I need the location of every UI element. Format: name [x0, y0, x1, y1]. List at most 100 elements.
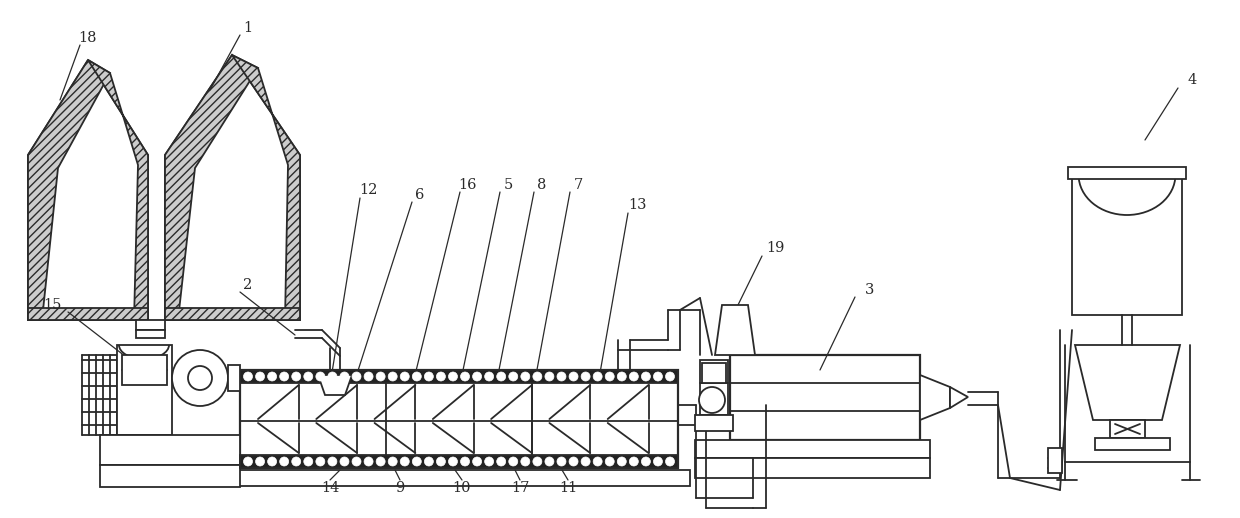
- Circle shape: [485, 457, 494, 466]
- Circle shape: [630, 457, 639, 466]
- Text: 6: 6: [415, 188, 424, 202]
- Circle shape: [291, 457, 301, 466]
- Circle shape: [365, 457, 373, 466]
- Circle shape: [653, 457, 662, 466]
- Circle shape: [699, 387, 725, 413]
- Circle shape: [593, 457, 603, 466]
- Circle shape: [605, 372, 614, 381]
- Circle shape: [365, 372, 373, 381]
- Text: 7: 7: [573, 178, 583, 192]
- Bar: [730, 355, 920, 440]
- Circle shape: [268, 457, 277, 466]
- Bar: [241, 370, 678, 468]
- Bar: [1095, 438, 1171, 450]
- Circle shape: [472, 457, 481, 466]
- Circle shape: [449, 457, 458, 466]
- Circle shape: [593, 372, 603, 381]
- Circle shape: [172, 350, 228, 406]
- Text: 9: 9: [396, 481, 404, 495]
- Text: 18: 18: [79, 31, 97, 45]
- Circle shape: [352, 372, 361, 381]
- Bar: [1068, 167, 1185, 179]
- Circle shape: [533, 372, 542, 381]
- Circle shape: [497, 457, 506, 466]
- Text: 10: 10: [453, 481, 471, 495]
- Circle shape: [582, 457, 590, 466]
- Polygon shape: [179, 68, 285, 308]
- Circle shape: [582, 372, 590, 381]
- Circle shape: [641, 372, 651, 381]
- Polygon shape: [232, 55, 300, 320]
- Circle shape: [641, 457, 651, 466]
- Circle shape: [460, 457, 470, 466]
- Circle shape: [618, 372, 626, 381]
- Circle shape: [255, 372, 264, 381]
- Text: 8: 8: [537, 178, 547, 192]
- Circle shape: [508, 457, 518, 466]
- Bar: [1048, 448, 1061, 473]
- Polygon shape: [88, 60, 148, 320]
- Bar: [136, 330, 165, 338]
- Circle shape: [449, 372, 458, 381]
- Circle shape: [243, 457, 253, 466]
- Bar: [1073, 175, 1182, 315]
- Bar: [122, 355, 167, 385]
- Circle shape: [666, 372, 675, 381]
- Bar: [228, 365, 241, 391]
- Circle shape: [243, 372, 253, 381]
- Text: 2: 2: [243, 278, 253, 292]
- Circle shape: [316, 372, 325, 381]
- Circle shape: [401, 372, 409, 381]
- Bar: [241, 370, 678, 383]
- Text: 16: 16: [459, 178, 477, 192]
- Circle shape: [352, 457, 361, 466]
- Circle shape: [521, 457, 529, 466]
- Circle shape: [436, 372, 445, 381]
- Circle shape: [544, 457, 554, 466]
- Circle shape: [388, 457, 397, 466]
- Circle shape: [327, 372, 337, 381]
- Circle shape: [316, 457, 325, 466]
- Circle shape: [618, 457, 626, 466]
- Text: 17: 17: [511, 481, 529, 495]
- Bar: [701, 360, 728, 415]
- Polygon shape: [29, 60, 148, 320]
- Circle shape: [460, 372, 470, 381]
- Bar: [100, 435, 241, 465]
- Circle shape: [412, 372, 422, 381]
- Circle shape: [569, 372, 578, 381]
- Circle shape: [544, 372, 554, 381]
- Bar: [229, 470, 689, 486]
- Circle shape: [436, 457, 445, 466]
- Circle shape: [472, 372, 481, 381]
- Circle shape: [630, 372, 639, 381]
- Circle shape: [557, 457, 565, 466]
- Bar: [694, 440, 930, 458]
- Circle shape: [497, 372, 506, 381]
- Circle shape: [340, 372, 348, 381]
- Bar: [29, 308, 148, 320]
- Circle shape: [280, 457, 289, 466]
- Polygon shape: [165, 55, 258, 320]
- Polygon shape: [165, 55, 300, 320]
- Circle shape: [340, 457, 348, 466]
- Polygon shape: [29, 60, 110, 320]
- Circle shape: [424, 457, 433, 466]
- Circle shape: [304, 372, 312, 381]
- Text: 12: 12: [358, 183, 377, 197]
- Polygon shape: [42, 78, 138, 308]
- Circle shape: [401, 457, 409, 466]
- Circle shape: [653, 372, 662, 381]
- Circle shape: [388, 372, 397, 381]
- Circle shape: [291, 372, 301, 381]
- Circle shape: [327, 457, 337, 466]
- Text: 15: 15: [43, 298, 61, 312]
- Circle shape: [412, 457, 422, 466]
- Bar: [694, 415, 733, 431]
- Bar: [702, 363, 725, 383]
- Bar: [165, 308, 300, 320]
- Text: 19: 19: [766, 241, 784, 255]
- Circle shape: [605, 457, 614, 466]
- Bar: [1110, 420, 1145, 438]
- Text: 1: 1: [243, 21, 253, 35]
